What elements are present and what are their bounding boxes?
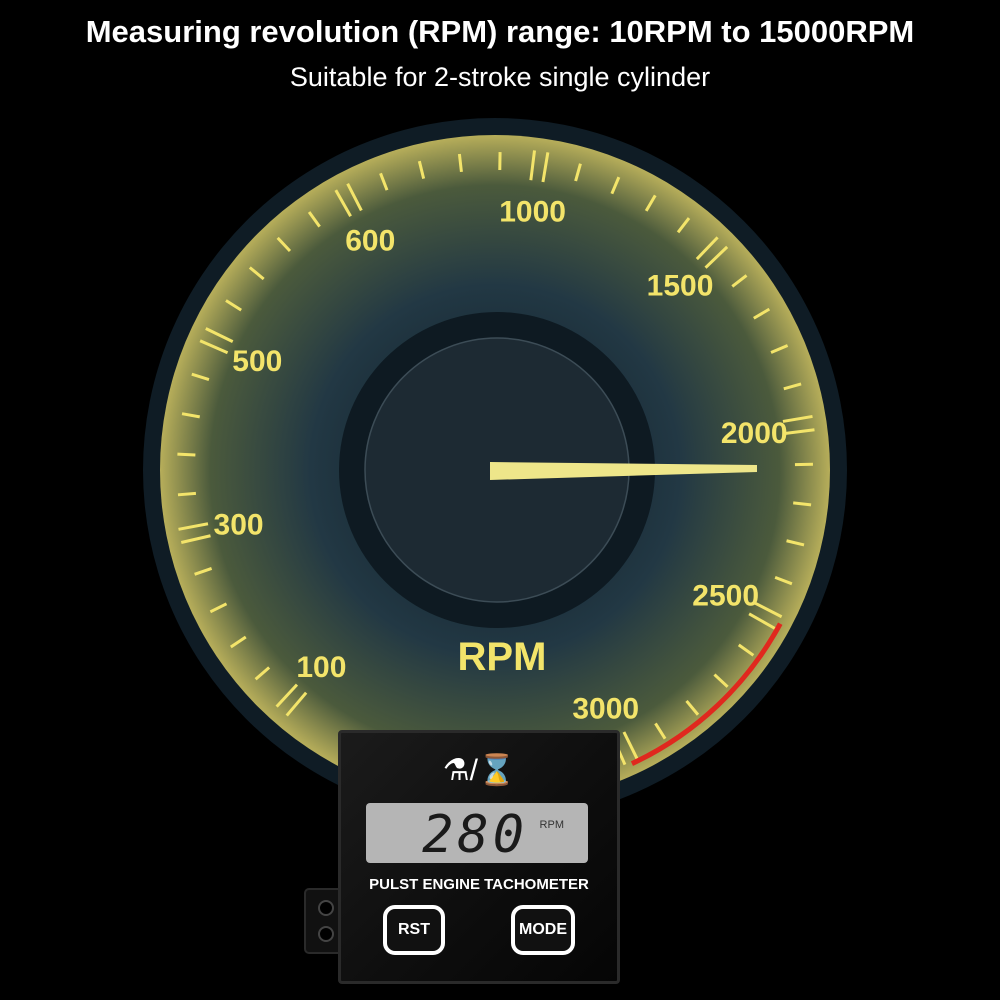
major-tick <box>782 414 813 423</box>
hourglass-icon: ⌛ <box>477 754 516 787</box>
minor-tick <box>786 539 805 547</box>
minor-tick <box>254 666 271 681</box>
major-tick <box>748 612 776 630</box>
gauge-tick-label: 100 <box>296 651 346 684</box>
gauge-tick-label: 2000 <box>721 417 788 450</box>
rpm-reading: 280 <box>422 805 528 865</box>
minor-tick <box>753 307 771 320</box>
minor-tick <box>731 274 748 288</box>
headline: Measuring revolution (RPM) range: 10RPM … <box>85 14 915 49</box>
minor-tick <box>248 266 265 281</box>
minor-tick <box>713 673 729 688</box>
major-tick <box>199 339 229 355</box>
mode-icons: ⚗/⌛ <box>341 753 617 788</box>
gauge-tick-label: 3000 <box>572 692 639 725</box>
minor-tick <box>379 172 389 191</box>
minor-tick <box>770 344 789 354</box>
gauge-tick-label: 2500 <box>692 579 759 612</box>
major-tick <box>784 428 815 436</box>
gauge-tick-label: 1500 <box>647 270 714 303</box>
major-tick <box>205 327 234 343</box>
minor-tick <box>610 176 621 195</box>
engine-hour-icon: ⚗ <box>442 754 470 787</box>
minor-tick <box>177 491 197 497</box>
lcd-display: 280 RPM <box>366 803 588 865</box>
model-label: PULST ENGINE TACHOMETER <box>369 876 589 893</box>
minor-tick <box>225 299 242 312</box>
major-tick <box>622 731 639 760</box>
minor-tick <box>229 635 247 649</box>
major-tick <box>541 152 550 183</box>
minor-tick <box>276 236 292 253</box>
minor-tick <box>644 194 657 212</box>
minor-tick <box>783 382 802 391</box>
gauge-tick-label: 500 <box>232 345 282 378</box>
minor-tick <box>194 566 213 576</box>
minor-tick <box>793 501 812 507</box>
minor-tick <box>774 575 793 586</box>
minor-tick <box>685 699 700 716</box>
gauge-unit-label: RPM <box>458 635 547 679</box>
minor-tick <box>676 217 691 234</box>
major-tick <box>695 236 719 261</box>
tachometer-device: ⚗/⌛ 280 RPM PULST ENGINE TACHOMETER RST … <box>338 730 620 984</box>
rpm-unit: RPM <box>539 819 564 831</box>
minor-tick <box>209 602 228 614</box>
major-tick <box>285 691 308 717</box>
gauge-tick-label: 600 <box>345 225 395 258</box>
major-tick <box>275 683 299 708</box>
major-tick <box>529 150 537 181</box>
subheadline: Suitable for 2-stroke single cylinder <box>289 62 711 92</box>
gauge-tick-label: 300 <box>214 509 264 542</box>
major-tick <box>346 183 363 212</box>
minor-tick <box>417 160 426 179</box>
minor-tick <box>457 153 463 173</box>
major-tick <box>334 189 352 217</box>
redline-arc <box>630 622 783 766</box>
reset-button[interactable]: RST <box>383 905 445 955</box>
minor-tick <box>307 211 321 228</box>
minor-tick <box>737 643 755 657</box>
minor-tick <box>181 412 201 419</box>
minor-tick <box>654 722 667 740</box>
minor-tick <box>177 452 196 457</box>
minor-tick <box>574 163 582 182</box>
gauge-tick-label: 1000 <box>499 196 566 229</box>
major-tick <box>754 601 783 619</box>
major-tick <box>180 534 211 544</box>
separator: / <box>469 754 478 787</box>
mode-button[interactable]: MODE <box>511 905 575 955</box>
gauge-needle <box>490 462 757 480</box>
major-tick <box>704 245 729 269</box>
minor-tick <box>191 372 210 382</box>
major-tick <box>178 522 209 531</box>
